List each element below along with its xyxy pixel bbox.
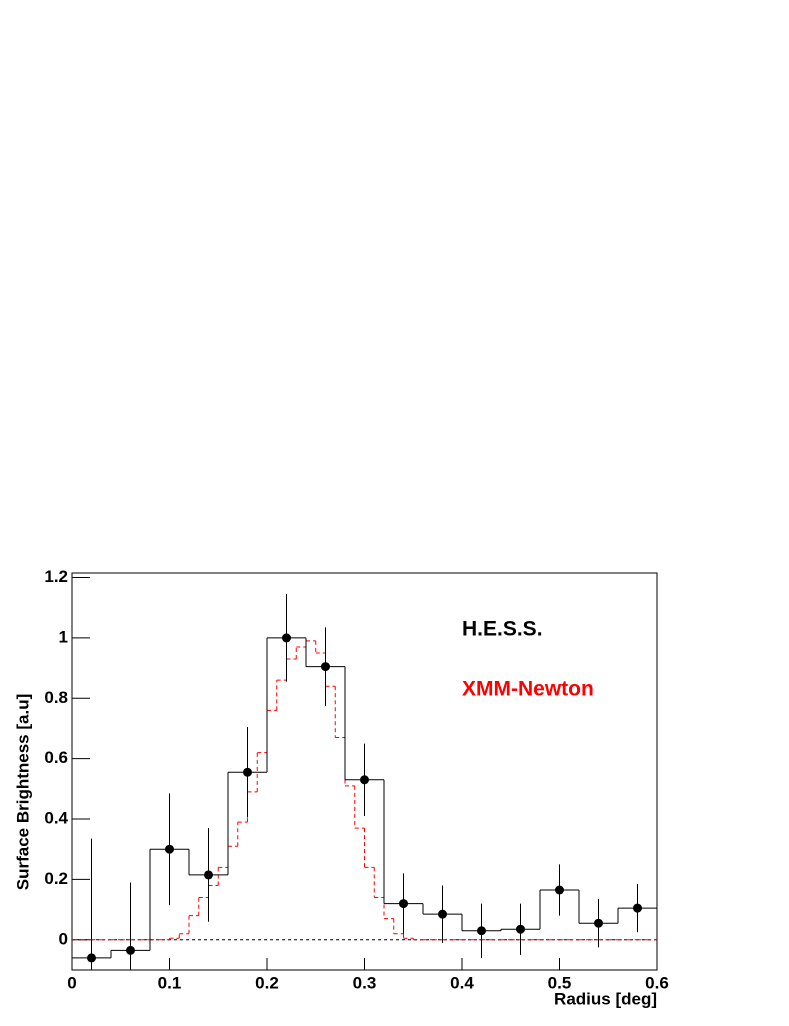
y-tick-label: 0	[59, 929, 68, 948]
x-tick-label: 0	[67, 973, 76, 992]
data-point	[360, 775, 369, 785]
y-tick-label: 0.6	[44, 748, 68, 767]
legend-label: H.E.S.S.	[462, 618, 543, 641]
x-tick-label: 0.2	[255, 973, 279, 992]
data-point	[555, 885, 564, 895]
y-axis-title: Surface Brightness [a.u]	[13, 694, 32, 891]
data-point	[282, 633, 291, 643]
y-tick-label: 0.8	[44, 688, 68, 707]
y-tick-label: 0.4	[44, 809, 68, 828]
y-tick-label: 1	[59, 627, 68, 646]
data-point	[438, 909, 447, 919]
data-point	[126, 945, 135, 955]
data-point	[165, 844, 174, 854]
data-point	[477, 926, 486, 936]
y-tick-label: 1.2	[44, 567, 68, 586]
y-tick-label: 0.2	[44, 869, 68, 888]
x-tick-label: 0.5	[548, 973, 572, 992]
x-tick-label: 0.1	[158, 973, 182, 992]
legend-label: XMM-Newton	[462, 678, 594, 701]
x-tick-label: 0.3	[353, 973, 377, 992]
x-tick-label: 0.4	[450, 973, 474, 992]
data-point	[87, 953, 96, 963]
data-point	[243, 767, 252, 777]
x-tick-label: 0.6	[645, 973, 669, 992]
data-point	[633, 903, 642, 913]
data-point	[516, 924, 525, 934]
data-point	[594, 918, 603, 928]
data-point	[204, 870, 213, 880]
x-axis-title: Radius [deg]	[554, 989, 657, 1008]
data-point	[399, 899, 408, 909]
data-point	[321, 662, 330, 672]
